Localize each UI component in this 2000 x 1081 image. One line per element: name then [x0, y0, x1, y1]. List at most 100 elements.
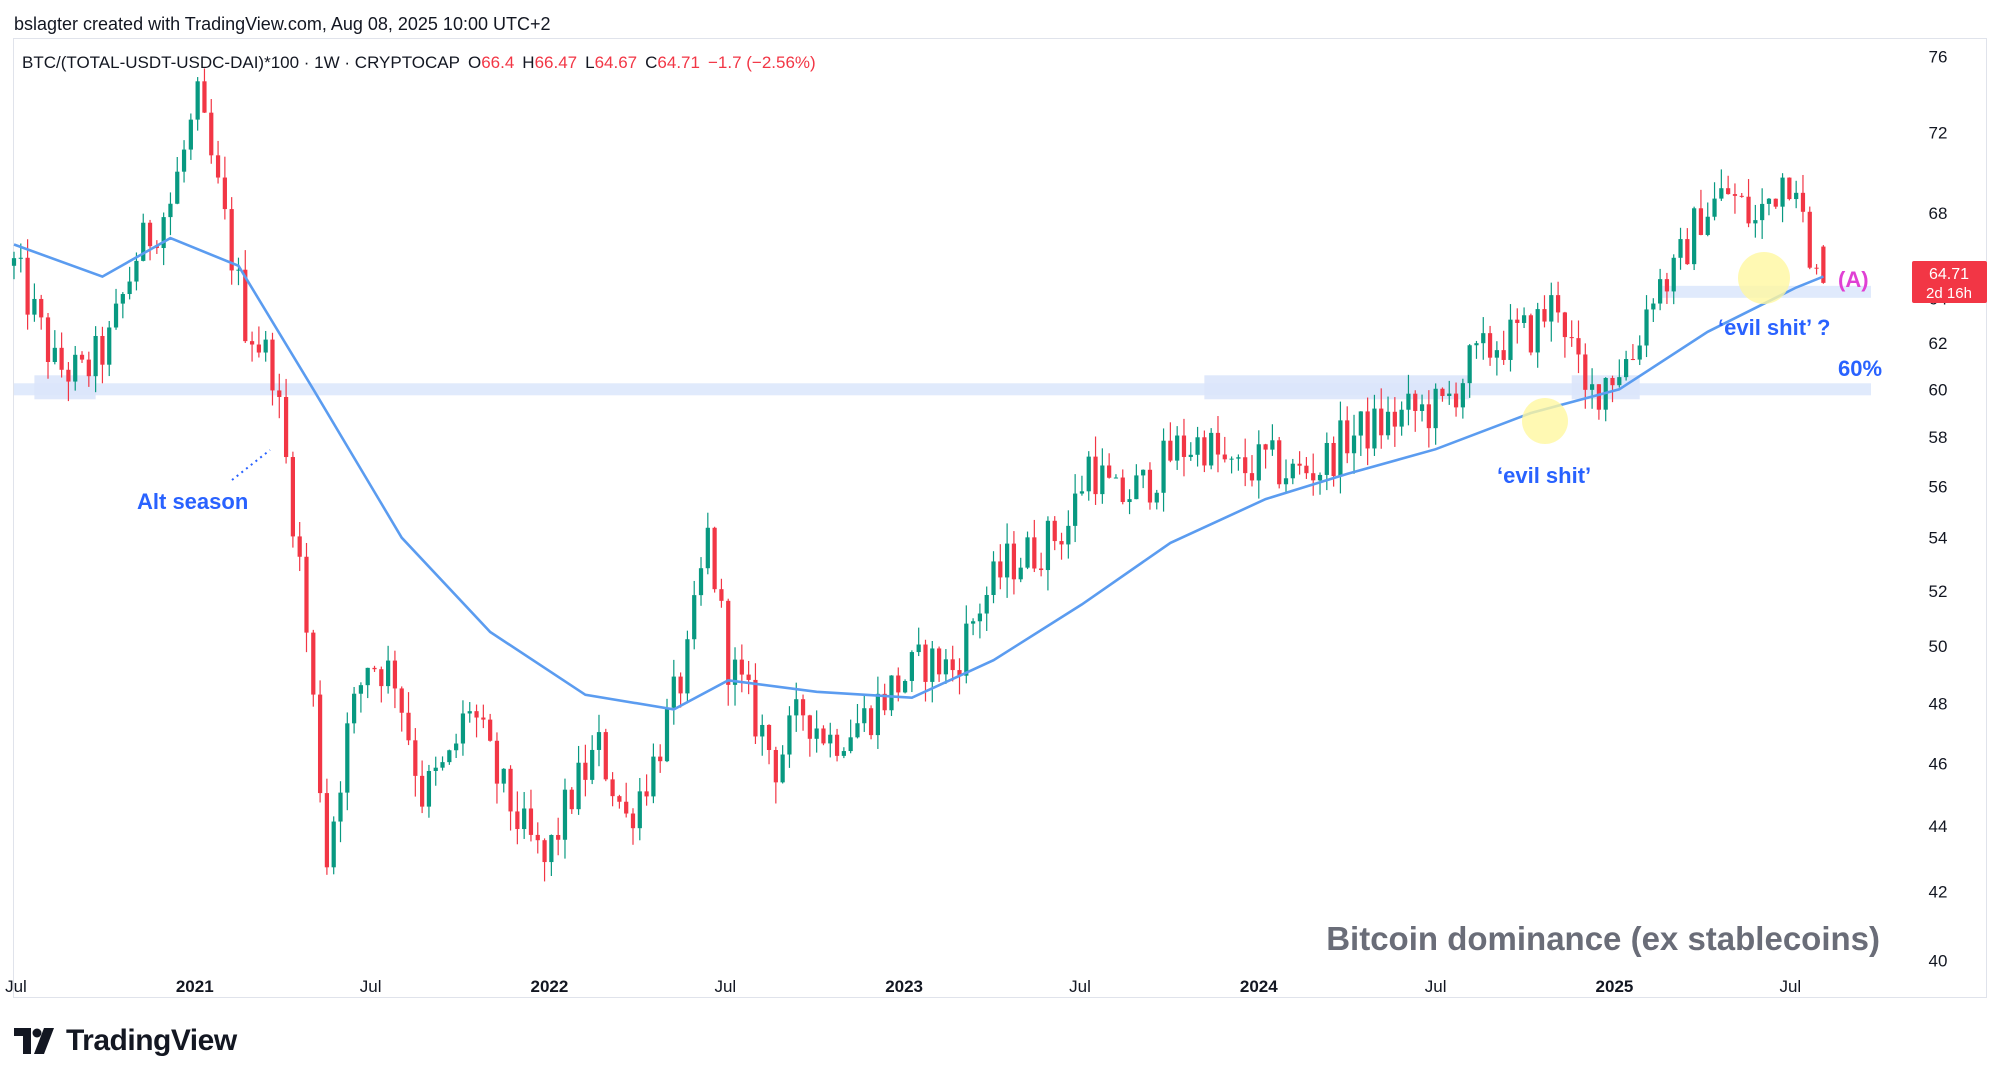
candle-body — [1419, 404, 1425, 411]
candle-body — [1698, 208, 1704, 235]
x-tick-label: Jul — [1069, 977, 1091, 996]
candle-body — [324, 793, 330, 868]
candle-body — [658, 756, 663, 762]
candle-body — [766, 724, 772, 751]
candle-body — [1229, 458, 1234, 460]
candle-body — [1188, 454, 1193, 457]
legend: BTC/(TOTAL-USDT-USDC-DAI)*100 · 1W · CRY… — [22, 53, 816, 72]
candle-body — [1222, 454, 1227, 460]
candle-body — [127, 281, 132, 295]
y-tick-label: 50 — [1929, 637, 1948, 656]
candle-body — [1209, 432, 1214, 466]
candle-body — [1120, 477, 1125, 503]
candle-body — [896, 675, 901, 693]
candle-body — [1372, 408, 1377, 449]
candle-body — [181, 149, 187, 172]
candle-body — [1073, 493, 1078, 526]
candle-body — [712, 527, 717, 590]
candle-body — [1107, 465, 1112, 478]
candle-body — [644, 791, 649, 797]
candle-body — [943, 659, 949, 675]
y-axis: 76726864626058565452504846444240 — [1929, 47, 1948, 970]
candle-body — [1385, 411, 1391, 436]
x-tick-label: Jul — [5, 977, 27, 996]
candle-body — [535, 834, 540, 841]
candle-body — [998, 561, 1003, 578]
candle-body — [1481, 333, 1486, 344]
candle-body — [1243, 457, 1248, 474]
y-tick-label: 60 — [1929, 380, 1948, 399]
candle-body — [1399, 409, 1404, 427]
candle-body — [32, 298, 37, 315]
x-tick-label: 2023 — [885, 977, 923, 996]
candle-body — [1692, 208, 1697, 265]
candle-body — [52, 347, 57, 362]
x-tick-label: 2025 — [1596, 977, 1634, 996]
candle-body — [732, 659, 738, 685]
candle-body — [957, 670, 962, 676]
x-tick-label: 2022 — [531, 977, 569, 996]
candle-body — [447, 750, 452, 763]
candle-body — [1215, 432, 1221, 455]
y-tick-label: 54 — [1929, 529, 1948, 548]
candle-body — [1358, 411, 1363, 436]
candle-body — [1453, 393, 1459, 408]
x-tick-label: Jul — [714, 977, 736, 996]
candle-body — [1181, 435, 1187, 457]
tradingview-logo[interactable]: TradingView — [14, 1024, 237, 1058]
candle-body — [569, 789, 574, 810]
candle-body — [1549, 295, 1554, 322]
candle-body — [147, 222, 153, 247]
candle-body — [161, 217, 166, 249]
candle-body — [1753, 220, 1758, 224]
candle-body — [1426, 404, 1431, 429]
x-tick-label: 2021 — [176, 977, 214, 996]
candle-body — [1175, 435, 1180, 461]
candle-body — [542, 840, 547, 863]
candle-body — [916, 644, 921, 653]
candle-body — [1447, 393, 1452, 396]
candle-body — [39, 298, 44, 318]
candle-body — [603, 732, 608, 780]
candle-body — [1195, 437, 1200, 455]
candle-body — [1079, 491, 1085, 494]
candle-body — [73, 354, 78, 382]
legend-close: 64.71 — [657, 53, 700, 72]
candle-body — [528, 808, 534, 835]
candle-body — [685, 639, 690, 694]
zone-patch — [34, 375, 96, 400]
candle-body — [175, 171, 180, 204]
candle-body — [664, 707, 670, 762]
candle-body — [936, 648, 942, 675]
candle-body — [399, 688, 404, 713]
candle-body — [1821, 246, 1826, 283]
candle-body — [1005, 543, 1010, 578]
candle-body — [1610, 377, 1615, 386]
candle-body — [1059, 541, 1064, 545]
candle-body — [1039, 568, 1044, 571]
candle-body — [1589, 384, 1595, 390]
candle-body — [671, 676, 676, 708]
candle-body — [1018, 567, 1023, 580]
candle-body — [950, 659, 955, 671]
annotations: Alt season ‘evil shit’ ‘evil shit’ ? (A)… — [137, 267, 1882, 957]
candle-body — [1501, 350, 1506, 360]
candle-body — [188, 119, 193, 150]
legend-low: 64.67 — [595, 53, 638, 72]
candle-body — [522, 808, 527, 830]
candle-body — [1379, 408, 1384, 436]
candle-body — [1066, 525, 1071, 545]
y-tick-label: 52 — [1929, 582, 1948, 601]
candle-body — [1263, 444, 1268, 450]
candle-body — [1345, 420, 1350, 454]
candle-body — [420, 775, 425, 807]
candle-body — [773, 750, 778, 783]
chart-panel[interactable] — [13, 38, 1987, 998]
candle-body — [1494, 350, 1499, 358]
candle-body — [195, 81, 200, 120]
candle-body — [168, 203, 173, 218]
candle-body — [991, 561, 996, 595]
candle-body — [834, 734, 840, 756]
candle-body — [1351, 435, 1357, 454]
